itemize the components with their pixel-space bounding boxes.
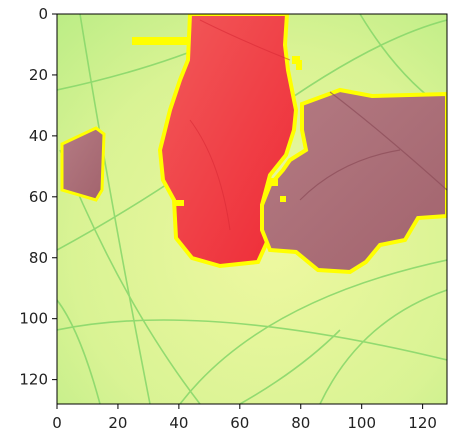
- image-area: [57, 14, 447, 404]
- x-tick-label: 60: [230, 414, 249, 432]
- y-tick-label: 120: [19, 371, 48, 389]
- y-tick-label: 60: [29, 188, 48, 206]
- y-tick-label: 100: [19, 310, 48, 328]
- contour-fragment: [132, 37, 190, 45]
- x-tick-label: 80: [291, 414, 310, 432]
- x-tick-label: 20: [108, 414, 127, 432]
- x-tick-label: 0: [52, 414, 62, 432]
- leaf-veins: [57, 14, 447, 404]
- brown-patch-left: [60, 126, 106, 202]
- brown-region: [260, 87, 447, 275]
- contour-specks: [176, 56, 302, 206]
- y-tick-label: 0: [38, 5, 48, 23]
- x-tick-label: 120: [408, 414, 437, 432]
- y-tick-label: 80: [29, 249, 48, 267]
- x-tick-label: 40: [169, 414, 188, 432]
- y-tick-label: 20: [29, 66, 48, 84]
- y-axis: 0 20 40 60 80 100 120: [19, 5, 57, 389]
- brown-region-veins: [299, 91, 447, 201]
- x-tick-label: 100: [347, 414, 376, 432]
- red-region-marks: [189, 19, 291, 231]
- x-axis: 0 20 40 60 80 100 120: [52, 404, 437, 432]
- axes-frame: [56, 13, 448, 405]
- y-tick-label: 40: [29, 127, 48, 145]
